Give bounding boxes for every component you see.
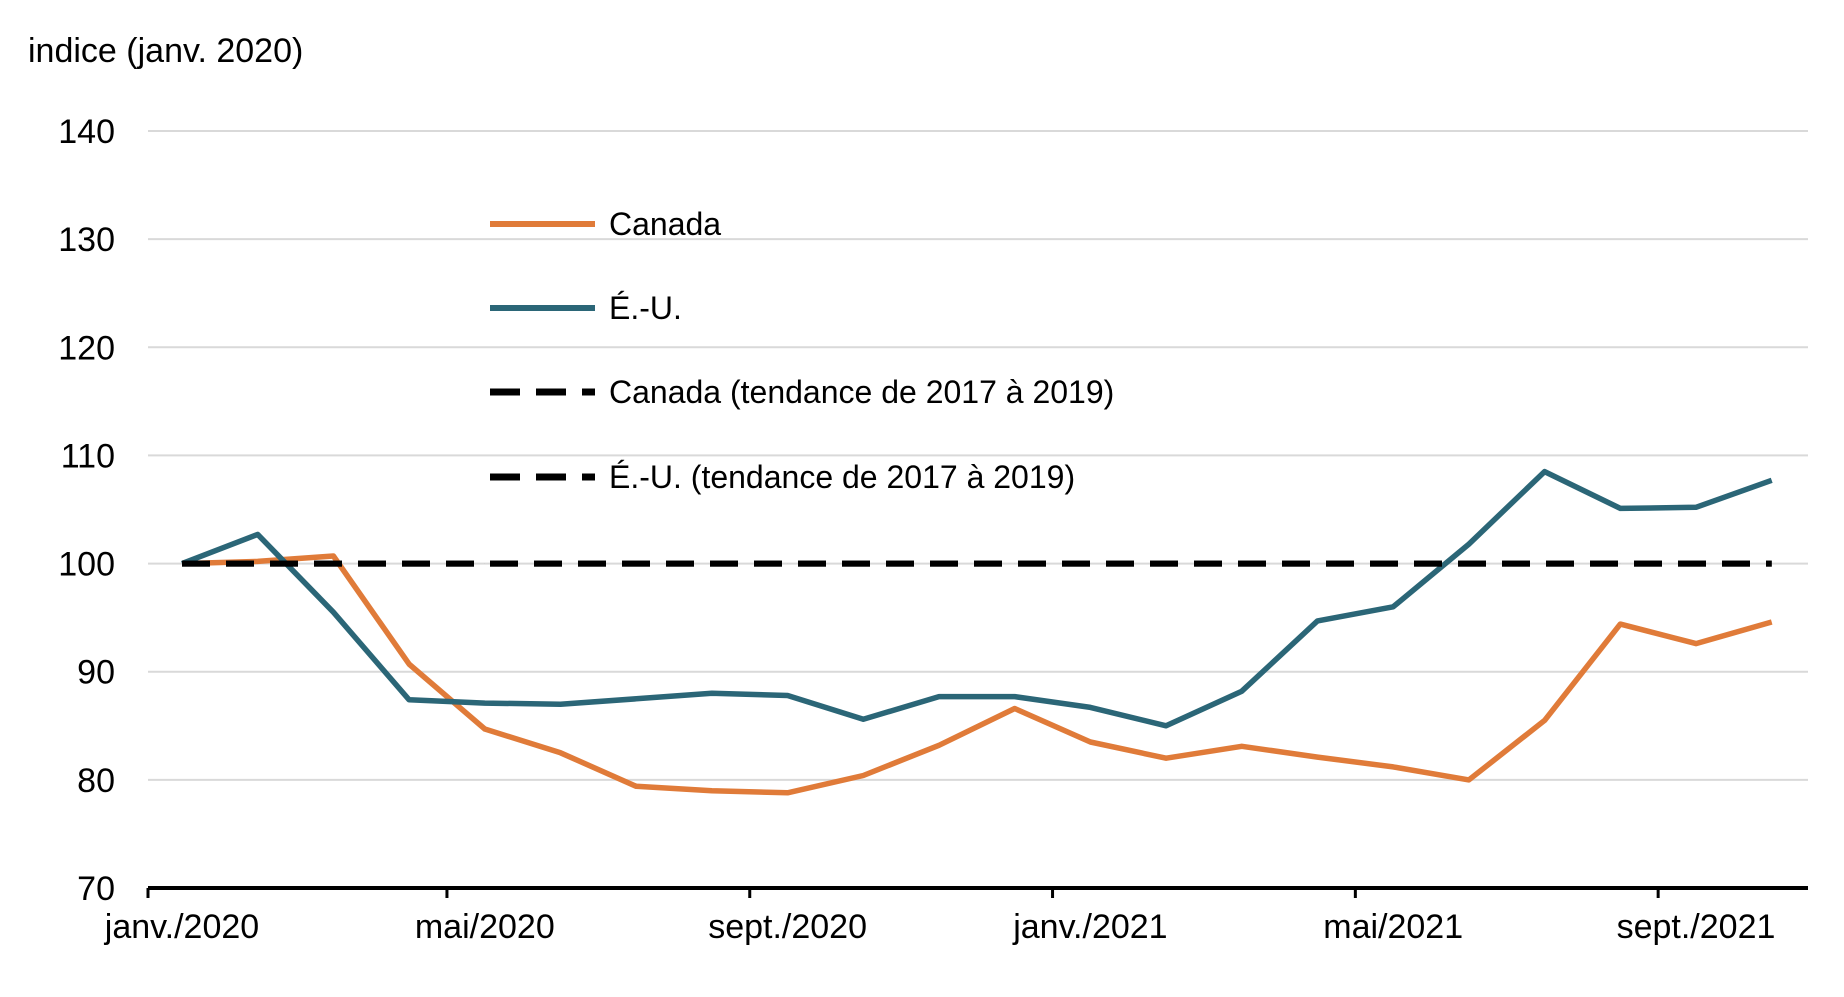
y-tick-label: 100 [58,546,115,584]
y-tick-label: 90 [77,654,115,692]
legend: Canada É.-U. Canada (tendance de 2017 à 20… [490,206,1114,495]
x-tick-label: sept./2020 [708,908,867,946]
series-lines [181,468,1773,796]
y-tick-label: 120 [58,329,115,367]
legend-label-1: É.-U. [609,290,682,326]
series-line-0 [181,553,1773,796]
x-tick-label: janv./2021 [1012,908,1167,946]
y-tick-label: 80 [77,762,115,800]
x-tick-label: mai/2021 [1323,908,1463,946]
y-axis-title: indice (janv. 2020) [28,32,303,70]
legend-label-3: É.-U. (tendance de 2017 à 2019) [609,459,1075,495]
x-axis: janv./2020 mai/2020 sept./2020 janv./2021 ma… [104,886,1808,946]
legend-label-2: Canada (tendance de 2017 à 2019) [609,374,1114,410]
y-tick-label: 140 [58,113,115,151]
y-axis-ticks: 70 80 90 100 110 120 130 140 [58,113,115,908]
x-tick-label: mai/2020 [415,908,555,946]
x-tick-label: sept./2021 [1617,908,1776,946]
y-tick-label: 110 [61,437,115,475]
x-tick-label: janv./2020 [104,908,259,946]
y-tick-label: 70 [77,870,115,908]
y-tick-label: 130 [58,221,115,259]
series-line-1 [181,468,1773,729]
legend-label-0: Canada [609,206,721,242]
